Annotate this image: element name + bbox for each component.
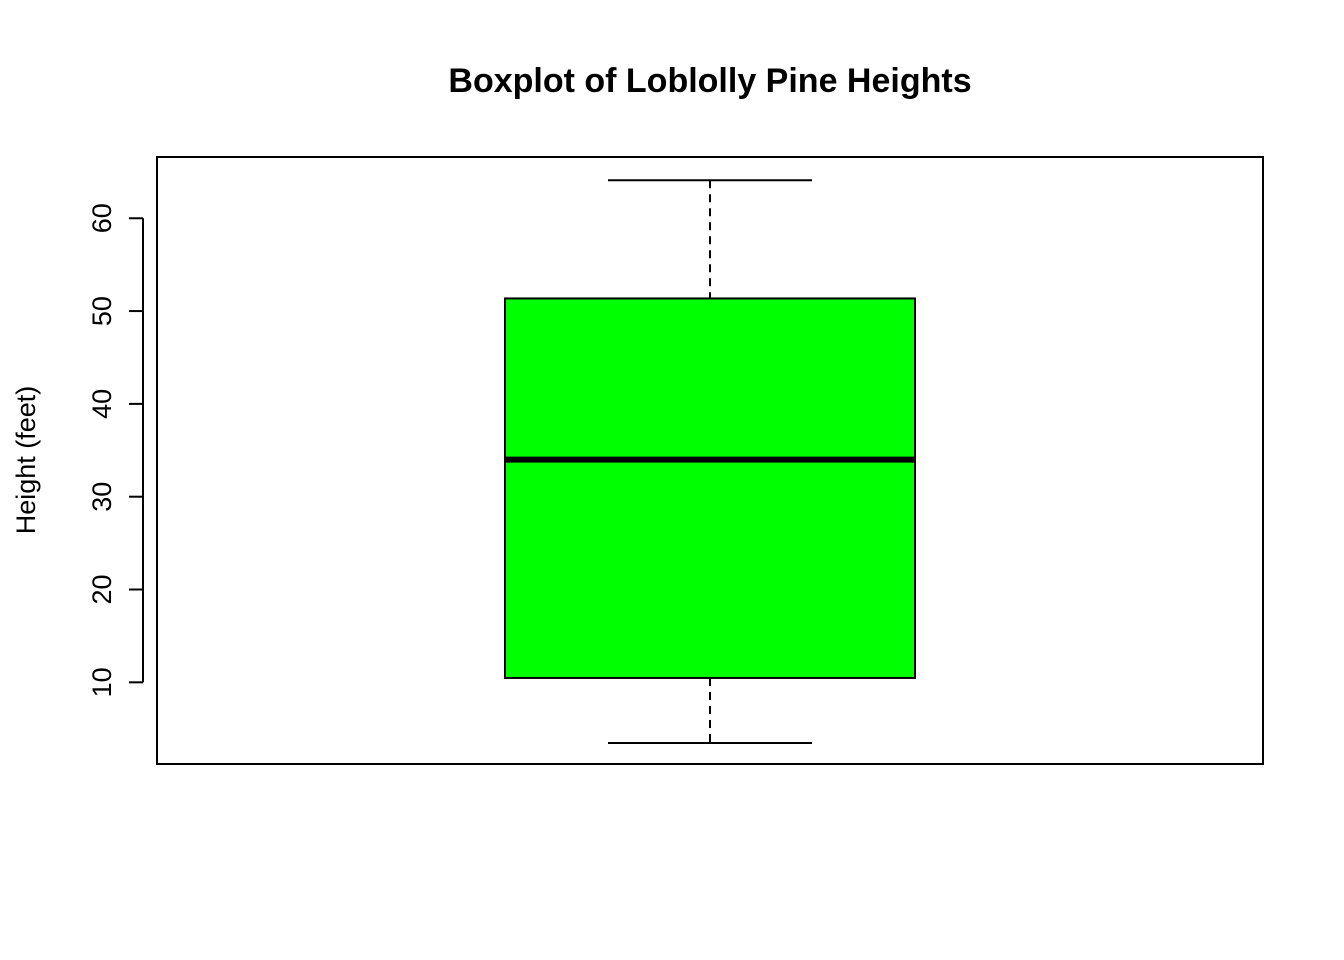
interquartile-box [504,297,916,679]
plot-frame [156,156,1264,765]
y-tick-label: 60 [87,203,117,233]
chart-title: Boxplot of Loblolly Pine Heights [448,62,971,100]
y-tick-label: 50 [87,296,117,326]
y-axis-label: Height (feet) [11,386,41,535]
boxplot [504,179,916,745]
y-tick-label: 40 [87,389,117,419]
y-tick-label: 10 [87,667,117,697]
y-axis: 10 20 30 40 50 60 [87,203,144,697]
y-tick-label: 30 [87,482,117,512]
y-tick-group: 10 20 30 40 50 60 [87,203,143,697]
y-tick-label: 20 [87,574,117,604]
